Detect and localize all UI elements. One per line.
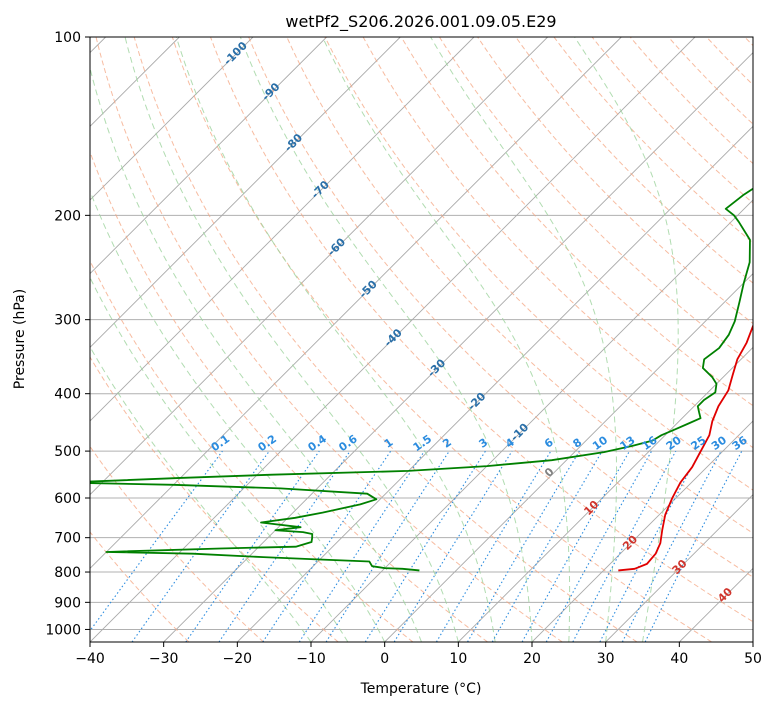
profile-series	[90, 187, 753, 572]
x-tick-label: 40	[670, 651, 688, 667]
isotherm-line	[90, 37, 327, 275]
dry-adiabat-line	[591, 37, 753, 204]
isotherm-line	[384, 273, 753, 642]
mixing-ratio-line	[364, 450, 486, 642]
mixing-ratio-line	[467, 450, 580, 642]
mixing-ratio-line	[218, 450, 351, 642]
x-tick-label: −40	[75, 651, 105, 667]
dry-adiabat-line	[210, 37, 753, 623]
isotherm-line	[90, 37, 696, 642]
x-axis-label: Temperature (°C)	[360, 681, 482, 697]
y-tick-label: 1000	[45, 622, 81, 638]
isotherm-line	[90, 37, 254, 201]
dry-adiabat-line	[439, 37, 753, 366]
y-tick-label: 300	[54, 313, 81, 329]
x-tick-label: 10	[449, 651, 467, 667]
dry-adiabat-line	[90, 531, 190, 642]
dry-adiabat-line	[477, 37, 753, 325]
dry-adiabat-line	[553, 37, 753, 244]
dry-adiabats	[90, 37, 753, 642]
x-tick-label: −30	[149, 651, 179, 667]
isotherm-line	[237, 125, 753, 642]
y-tick-label: 200	[54, 208, 81, 224]
mixing-ratio-line	[185, 450, 320, 642]
dry-adiabat-line	[171, 37, 712, 642]
y-tick-label: 900	[54, 595, 81, 611]
y-axis-label: Pressure (hPa)	[12, 289, 28, 389]
dry-adiabat-line	[324, 37, 753, 491]
mixing-ratio-line	[491, 450, 603, 642]
dry-adiabat-line	[362, 37, 753, 449]
x-tick-label: 50	[744, 651, 762, 667]
isotherm-line	[90, 37, 401, 348]
isotherm-line	[531, 420, 753, 642]
moist-adiabat-line	[322, 37, 571, 642]
x-axis-ticks: −40 −30 −20 −10 0 10 20 30 40 50	[75, 642, 762, 667]
y-axis-ticks: 100 200 300 400 500 600 700 800 900 1000	[45, 30, 90, 638]
y-tick-label: 700	[54, 531, 81, 547]
dry-adiabat-line	[286, 37, 753, 534]
moist-adiabat-line	[90, 66, 422, 642]
dry-adiabat-line	[90, 356, 339, 642]
mixing-ratio-line	[90, 450, 223, 632]
temperature-profile-line	[618, 323, 753, 572]
moist-adiabat-line	[90, 189, 386, 642]
moist-adiabat-line	[574, 37, 679, 642]
x-tick-label: 20	[523, 651, 541, 667]
y-tick-label: 100	[54, 30, 81, 46]
y-tick-label: 600	[54, 491, 81, 507]
x-tick-label: 0	[380, 651, 389, 667]
dewpoint-profile-line	[90, 187, 753, 572]
dry-adiabat-line	[400, 37, 753, 407]
mixing-ratio-line	[435, 450, 552, 642]
x-tick-label: −20	[223, 651, 253, 667]
mixing-ratio-line	[393, 450, 513, 642]
isotherm-line	[163, 52, 753, 642]
y-tick-label: 800	[54, 565, 81, 581]
mixing-ratio-line	[521, 450, 630, 642]
dry-adiabat-line	[95, 37, 563, 642]
isotherm-line	[90, 37, 622, 569]
moist-adiabat-line	[124, 37, 459, 642]
y-tick-label: 400	[54, 387, 81, 403]
isotherm-line	[90, 37, 548, 496]
isotherm-line	[90, 37, 475, 422]
isotherm-line	[605, 494, 753, 642]
dry-adiabat-line	[248, 37, 753, 578]
mixing-ratio-line	[545, 450, 653, 642]
x-tick-label: 30	[597, 651, 615, 667]
mixing-ratio-line	[572, 450, 677, 642]
chart-title: wetPf2_S206.2026.001.09.05.E29	[285, 12, 556, 32]
plot-frame	[89, 36, 754, 643]
x-tick-label: −10	[296, 651, 326, 667]
mixing-ratio-line	[131, 450, 270, 642]
moist-adiabat-line	[239, 37, 533, 642]
moist-adiabat-line	[175, 37, 496, 642]
dry-adiabat-line	[133, 37, 638, 642]
mixing-ratio-line	[325, 450, 450, 642]
y-tick-label: 500	[54, 444, 81, 460]
moist-adiabat-line	[430, 37, 618, 642]
dry-adiabat-line	[90, 259, 414, 642]
dry-adiabat-line	[90, 150, 488, 642]
mixing-ratio-lines	[90, 450, 743, 642]
isotherm-line	[458, 346, 753, 642]
moist-adiabat-line	[90, 345, 312, 642]
plot-area: 0.1 0.2 0.4 0.6 1 1.5 2 3 4 6 8 10 13 16 20 25 30 36-100-…	[90, 37, 753, 642]
isotherms	[90, 37, 753, 642]
